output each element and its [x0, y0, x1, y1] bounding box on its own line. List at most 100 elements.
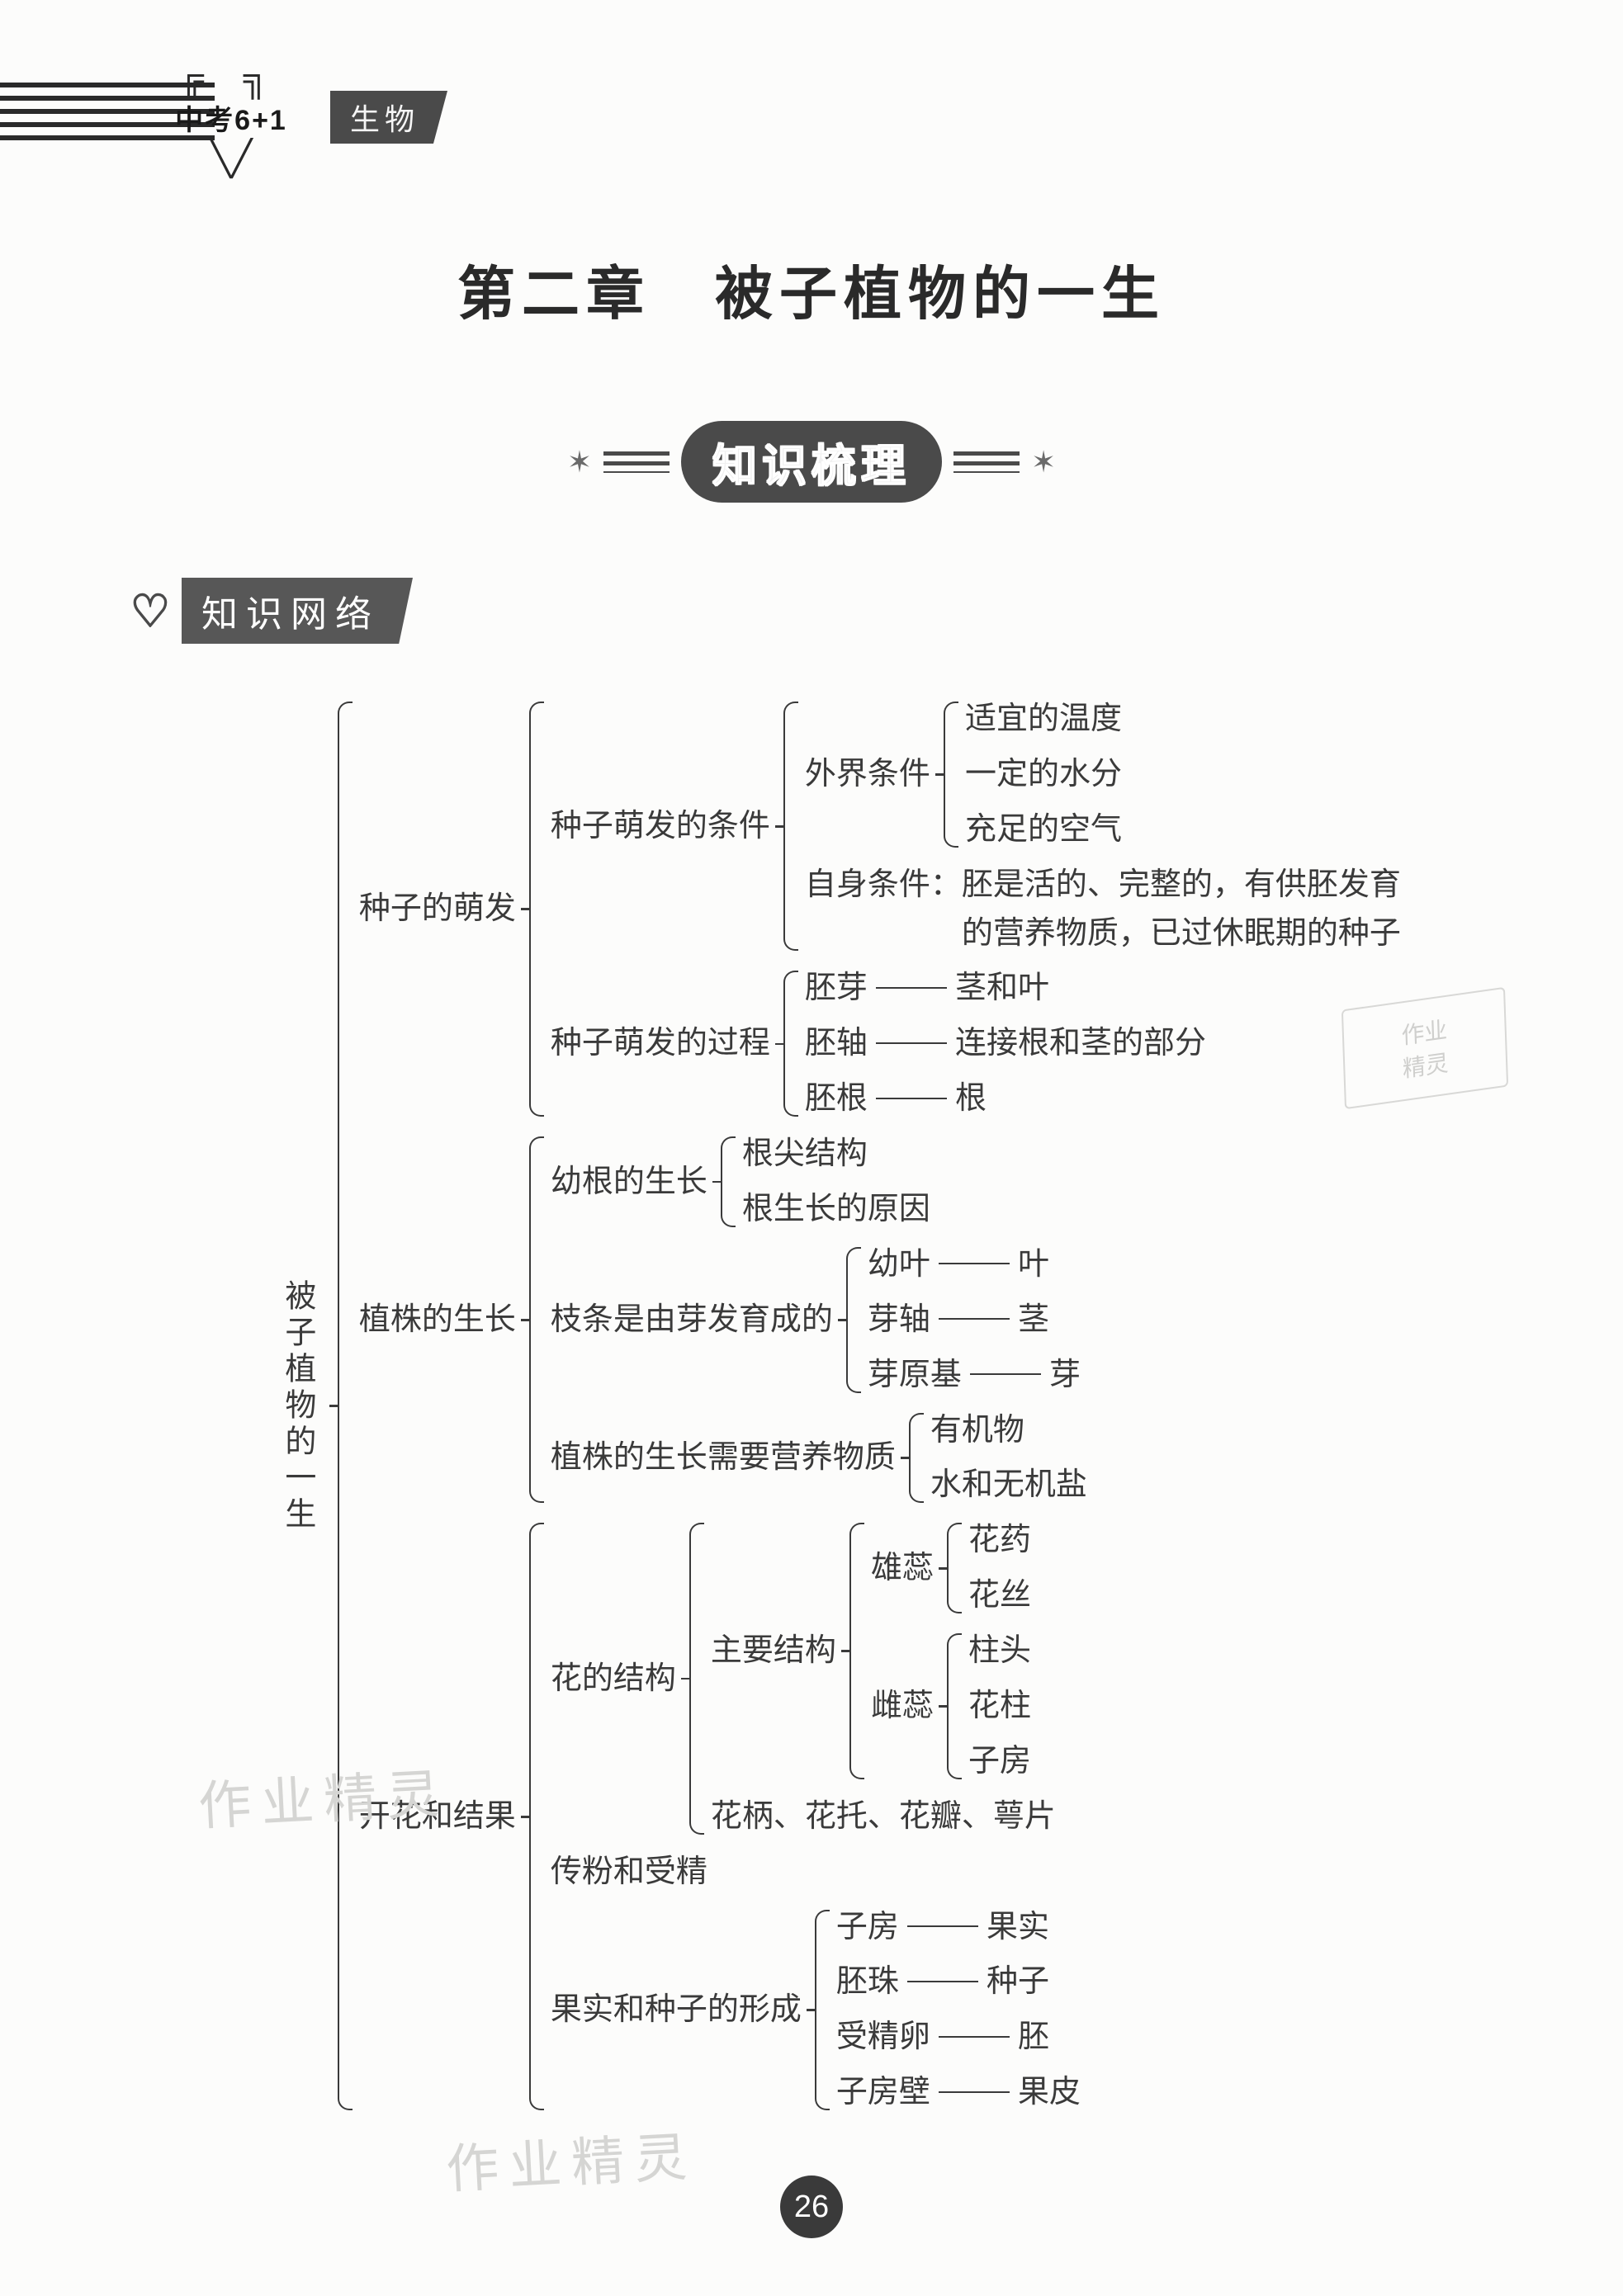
tree-node: 果实和种子的形成子房果实胚珠种子受精卵胚子房壁果皮: [551, 1902, 1081, 2119]
ribbon-line-left: [603, 451, 670, 473]
section-tag-label: 知识网络: [182, 578, 413, 644]
tree-children: 种子萌发的条件外界条件适宜的温度一定的水分充足的空气自身条件：胚是活的、完整的，…: [551, 693, 1401, 1125]
tree-node: 花的结构主要结构雄蕊花药花丝雌蕊柱头花柱子房花柄、花托、花瓣、萼片: [551, 1514, 1081, 1842]
tree-leaf: 有机物: [930, 1405, 1087, 1457]
tree-leaf-pair: 幼叶叶: [868, 1239, 1081, 1291]
tree-leaf-pair: 胚珠种子: [836, 1956, 1081, 2008]
tree-node: 种子的萌发种子萌发的条件外界条件适宜的温度一定的水分充足的空气自身条件：胚是活的…: [359, 693, 1401, 1125]
tree-leaf-pair: 胚轴连接根和茎的部分: [805, 1018, 1206, 1070]
tree-node: 植株的生长需要营养物质有机物水和无机盐: [551, 1405, 1087, 1512]
tree-node: 雌蕊柱头花柱子房: [871, 1625, 1031, 1788]
tree-leaf-pair: 胚芽茎和叶: [805, 962, 1206, 1014]
tree-leaf-pair: 芽原基芽: [868, 1349, 1081, 1401]
tree-leaf: 花药: [968, 1514, 1031, 1566]
chevron-down-icon: ╲╱: [128, 138, 334, 178]
page-number-value: 26: [780, 2176, 843, 2238]
tree-node-label: 开花和结果: [359, 1793, 521, 1841]
tree-leaf-pair: 子房果实: [836, 1902, 1081, 1953]
tree-children: 外界条件适宜的温度一定的水分充足的空气自身条件：胚是活的、完整的，有供胚发育 的…: [805, 693, 1401, 959]
tree-children: 柱头花柱子房: [968, 1625, 1031, 1788]
tree-node-label: 主要结构: [711, 1627, 841, 1675]
ribbon-line-right: [953, 451, 1020, 473]
brace-icon: [329, 693, 353, 2119]
tree-node: 种子萌发的条件外界条件适宜的温度一定的水分充足的空气自身条件：胚是活的、完整的，…: [551, 693, 1401, 959]
stamp-line2: 精灵: [1402, 1045, 1449, 1084]
brace-icon: [775, 693, 798, 959]
tree-node: 开花和结果花的结构主要结构雄蕊花药花丝雌蕊柱头花柱子房花柄、花托、花瓣、萼片传粉…: [359, 1514, 1401, 2119]
tree-children: 雄蕊花药花丝雌蕊柱头花柱子房: [871, 1514, 1031, 1787]
tree-node: 植株的生长幼根的生长根尖结构根生长的原因枝条是由芽发育成的幼叶叶芽轴茎芽原基芽植…: [359, 1128, 1401, 1511]
tree-leaf: 柱头: [968, 1625, 1031, 1677]
tree-node-label: 植株的生长: [359, 1296, 521, 1344]
ribbon: ✶ 知识梳理 ✶: [0, 421, 1623, 503]
brace-icon: [521, 1128, 544, 1511]
brace-icon: [521, 693, 544, 1125]
tree-children: 有机物水和无机盐: [930, 1405, 1087, 1512]
tree-leaf: 花柄、花托、花瓣、萼片: [711, 1791, 1056, 1843]
brace-icon: [901, 1405, 924, 1512]
section-tag: ♡ 知识网络: [124, 578, 413, 644]
tree-node-label: 植株的生长需要营养物质: [551, 1434, 901, 1482]
tree-leaf: 根生长的原因: [742, 1183, 930, 1235]
tree-node: 雄蕊花药花丝: [871, 1514, 1031, 1622]
tree-node: 主要结构雄蕊花药花丝雌蕊柱头花柱子房: [711, 1514, 1056, 1787]
tree-node: 枝条是由芽发育成的幼叶叶芽轴茎芽原基芽: [551, 1239, 1087, 1401]
tree-children: 幼根的生长根尖结构根生长的原因枝条是由芽发育成的幼叶叶芽轴茎芽原基芽植株的生长需…: [551, 1128, 1087, 1511]
subject-badge: 生物: [330, 91, 447, 144]
tree-children: 适宜的温度一定的水分充足的空气: [965, 693, 1122, 856]
brace-icon: [775, 962, 798, 1125]
star-icon: ✶: [1031, 445, 1056, 480]
tree-node: 被子植物的一生 种子的萌发种子萌发的条件外界条件适宜的温度一定的水分充足的空气自身…: [272, 693, 1401, 2119]
tree-children: 根尖结构根生长的原因: [742, 1128, 930, 1235]
tree-leaf: 根尖结构: [742, 1128, 930, 1180]
tree-children: 幼叶叶芽轴茎芽原基芽: [868, 1239, 1081, 1401]
tree-leaf: 花柱: [968, 1680, 1031, 1732]
tree-children: 花的结构主要结构雄蕊花药花丝雌蕊柱头花柱子房花柄、花托、花瓣、萼片传粉和受精果实…: [551, 1514, 1081, 2119]
tree-node-label: 花的结构: [551, 1655, 681, 1703]
brace-icon: [521, 1514, 544, 2119]
brace-icon: [935, 693, 958, 856]
brace-icon: [841, 1514, 864, 1787]
tree-node-label: 种子萌发的过程: [551, 1019, 775, 1068]
brace-icon: [681, 1514, 704, 1842]
star-icon: ✶: [567, 445, 592, 480]
tree-children: 花药花丝: [968, 1514, 1031, 1622]
series-name: 中考6+1: [128, 97, 334, 138]
tree-leaf-pair: 胚根根: [805, 1073, 1206, 1125]
tree-node-label: 种子萌发的条件: [551, 802, 775, 851]
tree-leaf: 水和无机盐: [930, 1459, 1087, 1511]
tree-leaf: 一定的水分: [965, 749, 1122, 801]
tree-leaf: 传粉和受精: [551, 1846, 1081, 1898]
brace-icon: [939, 1625, 962, 1788]
tree-children: 胚芽茎和叶胚轴连接根和茎的部分胚根根: [805, 962, 1206, 1125]
brace-icon: [712, 1128, 736, 1235]
tree-node: 外界条件适宜的温度一定的水分充足的空气: [805, 693, 1401, 856]
brace-icon: [939, 1514, 962, 1622]
tree-node-label: 被子植物的一生: [272, 1279, 329, 1533]
tree-node-label: 果实和种子的形成: [551, 1986, 807, 2034]
tree-node: 幼根的生长根尖结构根生长的原因: [551, 1128, 1087, 1235]
tree-leaf: 自身条件：胚是活的、完整的，有供胚发育 的营养物质，已过休眠期的种子: [805, 859, 1401, 960]
brace-icon: [838, 1239, 861, 1401]
chevron-up-icon: ╔ ╗: [128, 58, 334, 97]
brace-icon: [807, 1902, 830, 2119]
tree-node-label: 雄蕊: [871, 1544, 939, 1593]
tree-leaf-pair: 芽轴茎: [868, 1294, 1081, 1346]
tree-node-label: 外界条件: [805, 750, 935, 799]
heart-icon: ♡: [124, 584, 177, 637]
tree-node-label: 枝条是由芽发育成的: [551, 1296, 838, 1344]
chapter-title: 第二章 被子植物的一生: [0, 248, 1623, 331]
ribbon-label: 知识梳理: [712, 442, 911, 491]
tree-leaf: 适宜的温度: [965, 693, 1122, 745]
tree-leaf: 子房: [968, 1736, 1031, 1788]
tree-node-label: 种子的萌发: [359, 885, 521, 933]
tree-node-label: 幼根的生长: [551, 1158, 712, 1207]
tree-children: 种子的萌发种子萌发的条件外界条件适宜的温度一定的水分充足的空气自身条件：胚是活的…: [359, 693, 1401, 2119]
series-logo: ╔ ╗ 中考6+1 ╲╱: [128, 58, 334, 173]
tree-leaf-pair: 子房壁果皮: [836, 2067, 1081, 2119]
tree-leaf-pair: 受精卵胚: [836, 2011, 1081, 2063]
page-number: 26: [0, 2176, 1623, 2238]
tree-children: 主要结构雄蕊花药花丝雌蕊柱头花柱子房花柄、花托、花瓣、萼片: [711, 1514, 1056, 1842]
tree-children: 子房果实胚珠种子受精卵胚子房壁果皮: [836, 1902, 1081, 2119]
tree-node-label: 雌蕊: [871, 1682, 939, 1731]
